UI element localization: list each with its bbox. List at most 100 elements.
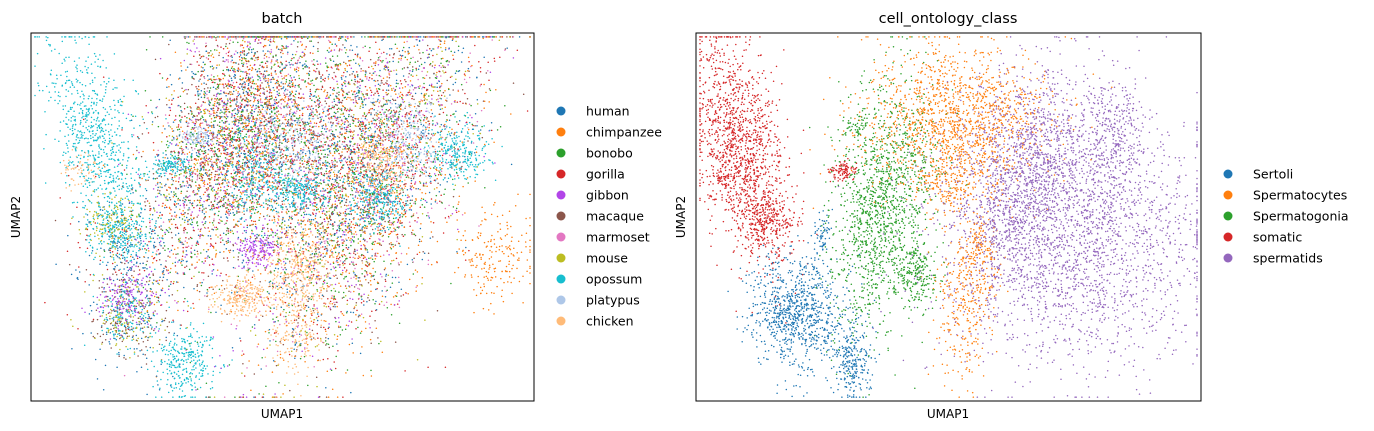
data-point	[327, 76, 330, 78]
data-point	[282, 343, 285, 346]
data-point	[354, 80, 357, 83]
data-point	[280, 184, 283, 186]
data-point	[330, 132, 333, 135]
data-point	[256, 170, 258, 172]
data-point	[301, 339, 304, 342]
data-point	[270, 127, 272, 129]
data-point	[63, 58, 65, 61]
data-point	[261, 228, 264, 231]
data-point	[260, 314, 262, 317]
data-point	[225, 117, 228, 120]
data-point	[375, 143, 377, 145]
data-point	[352, 133, 355, 136]
data-point	[371, 258, 374, 260]
data-point	[171, 130, 174, 133]
data-point	[120, 288, 123, 291]
data-point	[385, 129, 387, 131]
data-point	[404, 107, 406, 109]
data-point	[292, 64, 294, 66]
data-point	[109, 332, 112, 334]
data-point	[352, 218, 355, 221]
data-point	[271, 209, 274, 212]
data-point	[504, 234, 507, 237]
data-point	[291, 299, 293, 302]
data-point	[221, 111, 223, 113]
data-point	[318, 182, 320, 184]
data-point	[305, 132, 308, 135]
data-point	[152, 311, 155, 314]
data-point	[467, 128, 470, 131]
data-point	[331, 77, 334, 79]
data-point	[434, 174, 437, 177]
data-point	[390, 314, 393, 316]
data-point	[167, 255, 169, 257]
data-point	[232, 41, 234, 43]
data-point	[360, 130, 363, 133]
data-point	[234, 295, 236, 297]
data-point	[90, 194, 93, 196]
data-point	[336, 277, 338, 279]
data-point	[376, 52, 378, 55]
data-point	[320, 120, 322, 122]
data-point	[203, 179, 206, 182]
data-point	[312, 307, 314, 310]
data-point	[300, 88, 302, 90]
data-point	[469, 114, 471, 116]
data-point	[74, 101, 76, 103]
data-point	[250, 146, 252, 149]
data-point	[87, 137, 89, 140]
data-point	[373, 243, 376, 246]
data-point	[281, 69, 283, 72]
data-point	[345, 126, 348, 129]
data-point	[158, 226, 161, 228]
data-point	[347, 124, 350, 126]
data-point	[249, 295, 251, 298]
data-point	[349, 297, 351, 300]
data-point	[330, 169, 333, 171]
data-point	[224, 116, 227, 119]
data-point	[93, 232, 96, 234]
data-point	[322, 280, 325, 283]
data-point	[222, 56, 224, 59]
data-point	[98, 153, 100, 155]
data-point	[390, 109, 393, 112]
data-point	[273, 41, 276, 43]
data-point	[61, 62, 63, 64]
data-point	[444, 217, 447, 219]
data-point	[267, 193, 270, 196]
data-point	[444, 366, 447, 368]
data-point	[223, 243, 226, 246]
data-point	[439, 168, 442, 171]
data-point	[327, 232, 329, 235]
data-point	[223, 257, 225, 259]
data-point	[161, 318, 163, 320]
data-point	[179, 204, 182, 207]
data-point	[418, 65, 421, 67]
data-point	[341, 154, 343, 157]
data-point	[426, 98, 428, 101]
data-point	[424, 319, 426, 321]
data-point	[247, 119, 249, 122]
data-point	[237, 211, 239, 213]
data-point	[321, 127, 324, 130]
data-point	[289, 286, 291, 289]
data-point	[240, 44, 242, 46]
data-point	[69, 161, 71, 163]
data-point	[326, 65, 328, 67]
data-point	[216, 109, 219, 111]
data-point	[402, 120, 405, 123]
data-point	[333, 111, 336, 114]
data-point	[234, 291, 236, 294]
data-point	[123, 268, 125, 270]
data-point	[241, 211, 244, 214]
data-point	[335, 119, 338, 122]
data-point	[430, 207, 433, 210]
data-point	[485, 292, 488, 295]
data-point	[366, 178, 368, 180]
data-point	[101, 209, 104, 211]
data-point	[185, 382, 187, 384]
data-point	[386, 53, 388, 55]
data-point	[70, 120, 72, 122]
data-point	[432, 222, 435, 224]
